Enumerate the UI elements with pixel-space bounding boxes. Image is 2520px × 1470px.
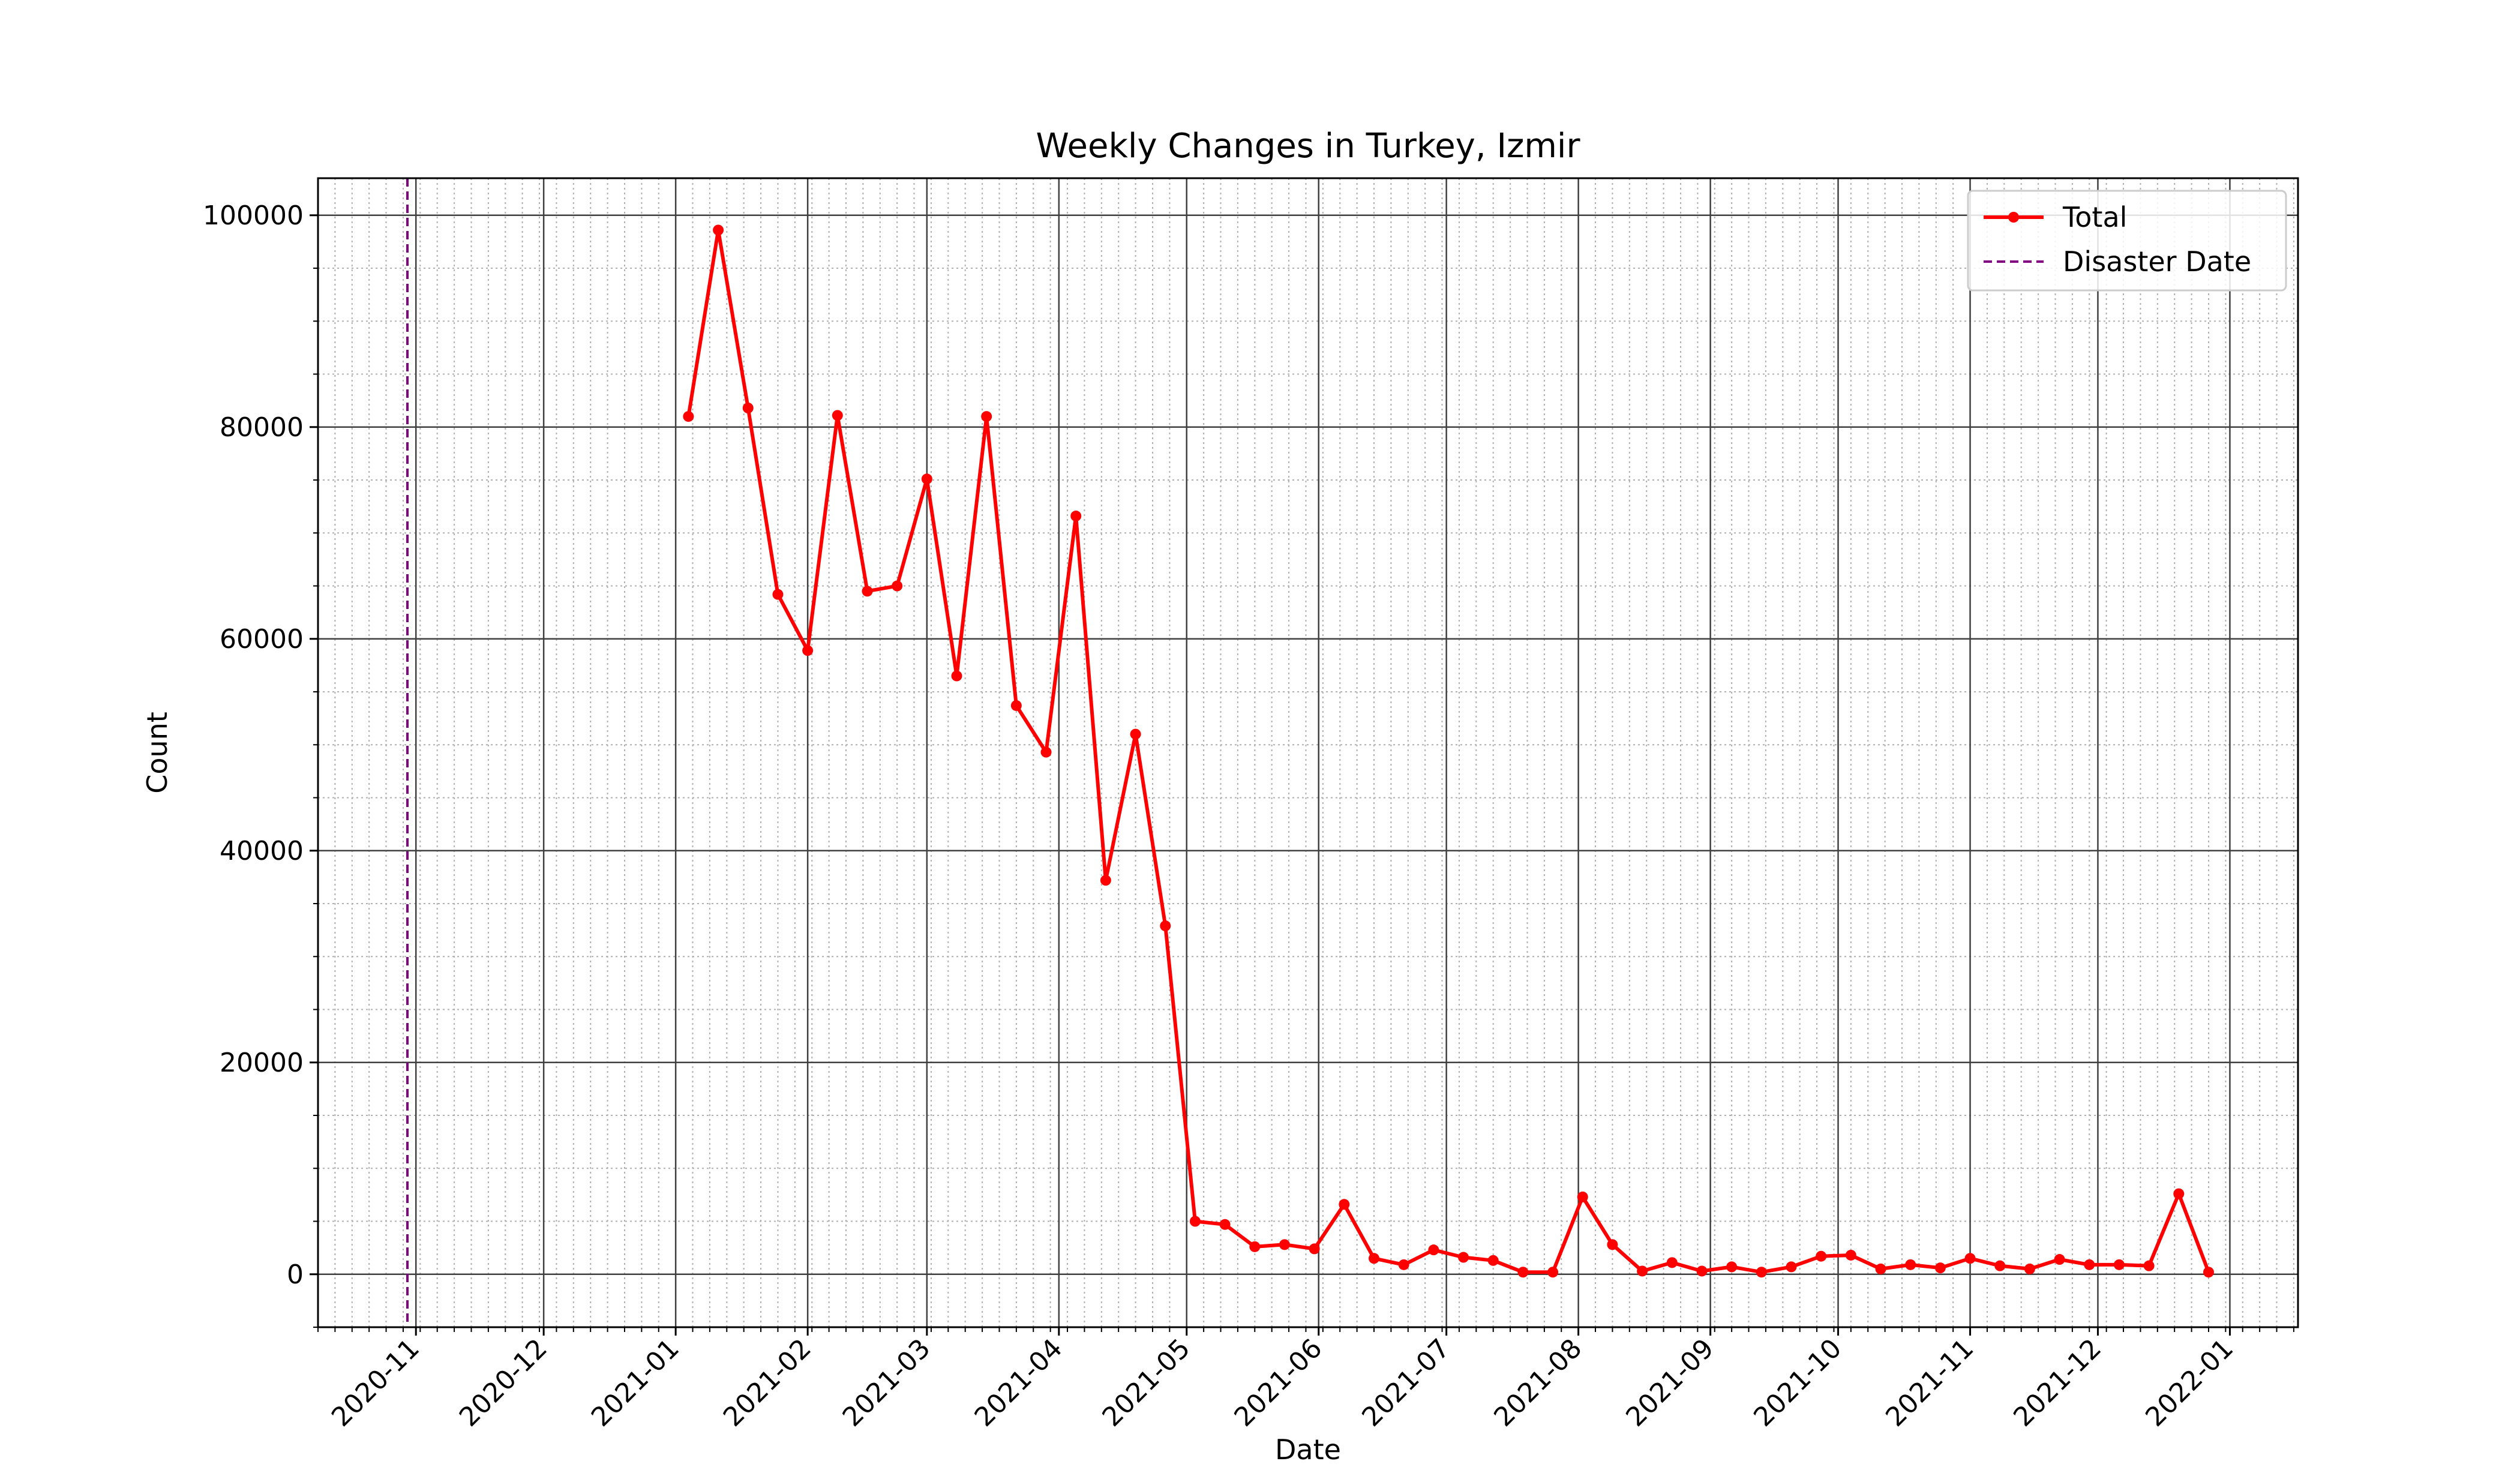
legend-total-label: Total: [2062, 201, 2127, 233]
total-data-point: [772, 589, 784, 600]
total-data-point: [862, 586, 873, 597]
total-data-point: [1010, 700, 1022, 711]
y-tick-label: 80000: [220, 412, 304, 443]
legend: Total Disaster Date: [1967, 190, 2287, 292]
y-tick-label: 40000: [220, 836, 304, 866]
total-data-point: [802, 645, 814, 656]
total-data-point: [1070, 511, 1082, 522]
total-data-point: [1875, 1263, 1886, 1274]
total-data-point: [2143, 1260, 2155, 1271]
total-data-point: [2084, 1259, 2095, 1270]
total-data-point: [2024, 1263, 2035, 1274]
total-data-point: [1547, 1267, 1559, 1278]
x-axis-title: Date: [1275, 1433, 1341, 1466]
ticks-layer: [310, 214, 2294, 1336]
total-data-point: [1279, 1239, 1290, 1250]
total-data-point: [1189, 1216, 1201, 1227]
major-grid: [318, 178, 2298, 1327]
total-data-point: [1369, 1253, 1379, 1264]
total-data-point: [1040, 746, 1052, 758]
total-data-point: [832, 410, 843, 421]
total-data-point: [1487, 1255, 1499, 1266]
total-data-point: [1726, 1261, 1738, 1273]
total-data-point: [1934, 1262, 1946, 1274]
total-data-point: [1100, 875, 1111, 886]
total-data-point: [1577, 1191, 1588, 1202]
total-data-point: [1219, 1219, 1231, 1230]
legend-total-marker: [2008, 212, 2019, 223]
y-tick-label: 60000: [220, 624, 304, 655]
total-data-point: [1249, 1241, 1261, 1252]
chart-title: Weekly Changes in Turkey, Izmir: [1036, 127, 1580, 166]
total-data-point: [2173, 1188, 2185, 1199]
y-tick-label: 100000: [203, 200, 304, 231]
total-data-point: [1398, 1259, 1409, 1270]
total-data-point: [713, 224, 724, 236]
series-layer: [683, 224, 2214, 1278]
legend-disaster-label: Disaster Date: [2063, 245, 2251, 278]
total-data-point: [951, 670, 962, 682]
total-data-point: [1637, 1265, 1648, 1277]
total-data-point: [1905, 1259, 1916, 1270]
total-data-point: [1696, 1265, 1708, 1277]
total-data-point: [1994, 1260, 2006, 1271]
total-data-point: [2054, 1254, 2065, 1265]
total-data-point: [1428, 1244, 1439, 1256]
total-data-point: [2113, 1259, 2125, 1270]
total-data-point: [1666, 1257, 1678, 1268]
total-data-point: [1309, 1243, 1320, 1255]
total-data-point: [1130, 728, 1141, 740]
total-data-point: [683, 411, 694, 422]
plot-frame: [317, 177, 2299, 1328]
legend-box: [1967, 190, 2287, 292]
total-data-point: [1845, 1249, 1856, 1261]
total-data-point: [1786, 1261, 1797, 1273]
total-data-point: [1816, 1250, 1827, 1262]
total-data-point: [1607, 1239, 1618, 1250]
total-data-point: [1160, 920, 1171, 932]
total-data-point: [1458, 1252, 1469, 1263]
y-tick-label: 0: [287, 1259, 304, 1290]
total-data-point: [892, 580, 903, 592]
total-data-point: [981, 411, 992, 422]
total-data-point: [1964, 1253, 1976, 1264]
y-tick-label: 20000: [220, 1048, 304, 1078]
y-axis-title: Count: [141, 712, 173, 794]
total-data-point: [1756, 1267, 1767, 1278]
total-data-point: [921, 473, 932, 485]
total-series-line: [686, 228, 2210, 1274]
total-data-point: [742, 403, 754, 413]
total-data-point: [1517, 1267, 1529, 1278]
total-data-point: [1339, 1199, 1350, 1210]
total-data-point: [2203, 1267, 2214, 1278]
